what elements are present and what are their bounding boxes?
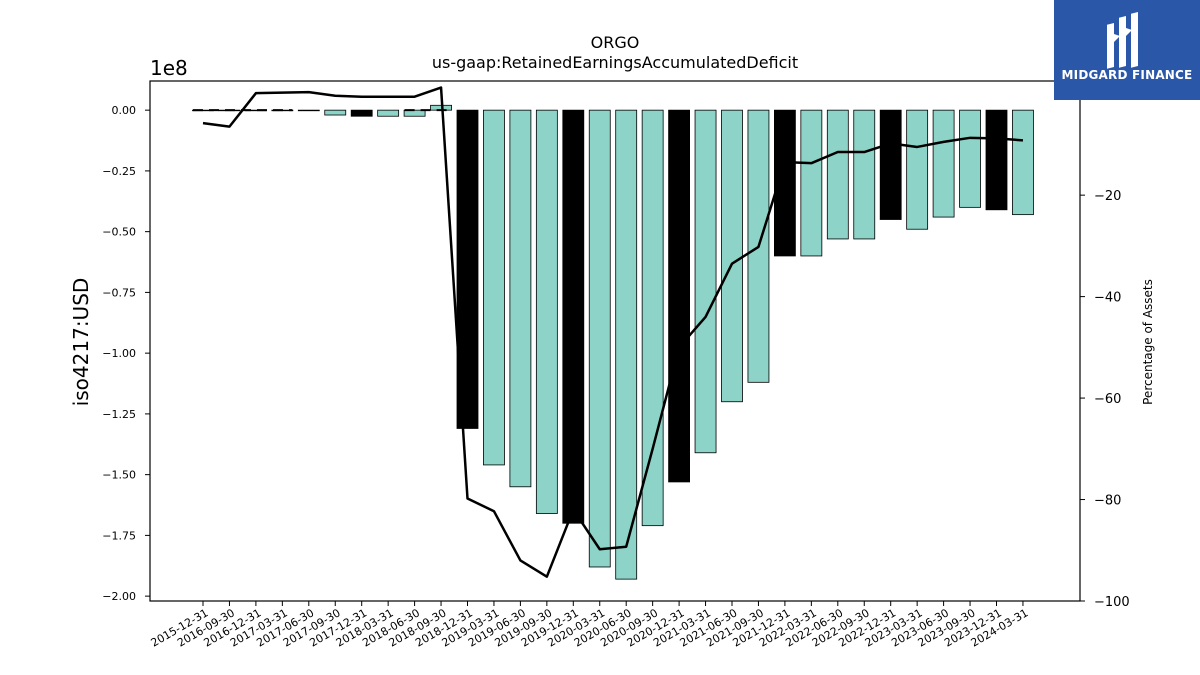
bar-2024-03-31 <box>1012 109 1034 216</box>
bar-2021-06-30 <box>721 109 743 403</box>
y2-tick-label: −60 <box>1094 392 1121 407</box>
bar-2023-12-31 <box>985 109 1008 211</box>
bar-2018-12-31 <box>456 109 479 429</box>
bar-2022-09-30 <box>853 109 876 240</box>
chart-title: ORGO <box>591 33 640 52</box>
bar-2019-03-31 <box>483 109 505 466</box>
y-tick-label: −0.25 <box>102 165 136 178</box>
bar-2023-06-30 <box>932 109 955 218</box>
y2-tick-label: −40 <box>1094 291 1121 306</box>
left-axis-ticks: 0.00 −0.25 −0.50 −0.75 −1.00 −1.25 −1.50 −1.75 −… <box>102 104 150 603</box>
bar-2019-06-30 <box>509 109 532 488</box>
bar-2017-12-31 <box>350 109 373 117</box>
plot-frame <box>149 80 1081 602</box>
right-axis-ticks: 0−20−40−60−80−100 <box>1080 88 1130 610</box>
midgard-finance-logo: MIDGARD FINANCE <box>1054 0 1200 100</box>
y-tick-label: −0.75 <box>102 286 136 299</box>
x-axis-ticks: 2015-12-312016-09-302016-12-312017-03-31… <box>149 601 1030 650</box>
bar-2022-03-31 <box>800 109 823 257</box>
y2-tick-label: −20 <box>1094 189 1121 204</box>
y-tick-label: −1.75 <box>102 529 136 542</box>
y-tick-label: 0.00 <box>112 104 137 117</box>
bar-2021-03-31 <box>694 109 717 454</box>
bar-2020-06-30 <box>615 109 638 580</box>
bar-2019-09-30 <box>535 109 558 514</box>
bar-2019-12-31 <box>562 109 585 524</box>
percentage-line <box>202 86 1024 578</box>
y-axis-multiplier: 1e8 <box>150 56 188 80</box>
bar-2018-03-31 <box>377 109 400 117</box>
y-tick-label: −1.25 <box>102 408 136 421</box>
bar-2023-09-30 <box>959 109 981 208</box>
chart-subtitle: us-gaap:RetainedEarningsAccumulatedDefic… <box>432 53 798 72</box>
bar-2020-09-30 <box>641 109 664 527</box>
bar-2023-03-31 <box>906 109 929 230</box>
bar-2022-12-31 <box>879 109 902 220</box>
bar-series <box>192 104 1034 580</box>
right-axis-label: Percentage of Assets <box>1141 279 1155 405</box>
percentage-line-series <box>202 86 1024 578</box>
axes-frame <box>149 80 1081 602</box>
y2-tick-label: −80 <box>1094 494 1121 509</box>
y-tick-label: −1.50 <box>102 469 136 482</box>
bar-2020-03-31 <box>588 109 611 568</box>
logo-text: MIDGARD FINANCE <box>1061 68 1193 82</box>
y-tick-label: −0.50 <box>102 226 136 239</box>
bar-2017-06-30 <box>297 109 320 112</box>
bar-2022-06-30 <box>826 109 849 240</box>
y-tick-label: −2.00 <box>102 590 136 603</box>
y2-tick-label: −100 <box>1094 595 1130 610</box>
bar-2020-12-31 <box>668 109 690 483</box>
logo-mark-icon <box>1107 12 1138 69</box>
bar-2017-09-30 <box>324 109 347 116</box>
y-tick-label: −1.00 <box>102 347 136 360</box>
y-axis-label: iso4217:USD <box>69 278 93 407</box>
bar-2021-12-31 <box>774 109 796 257</box>
